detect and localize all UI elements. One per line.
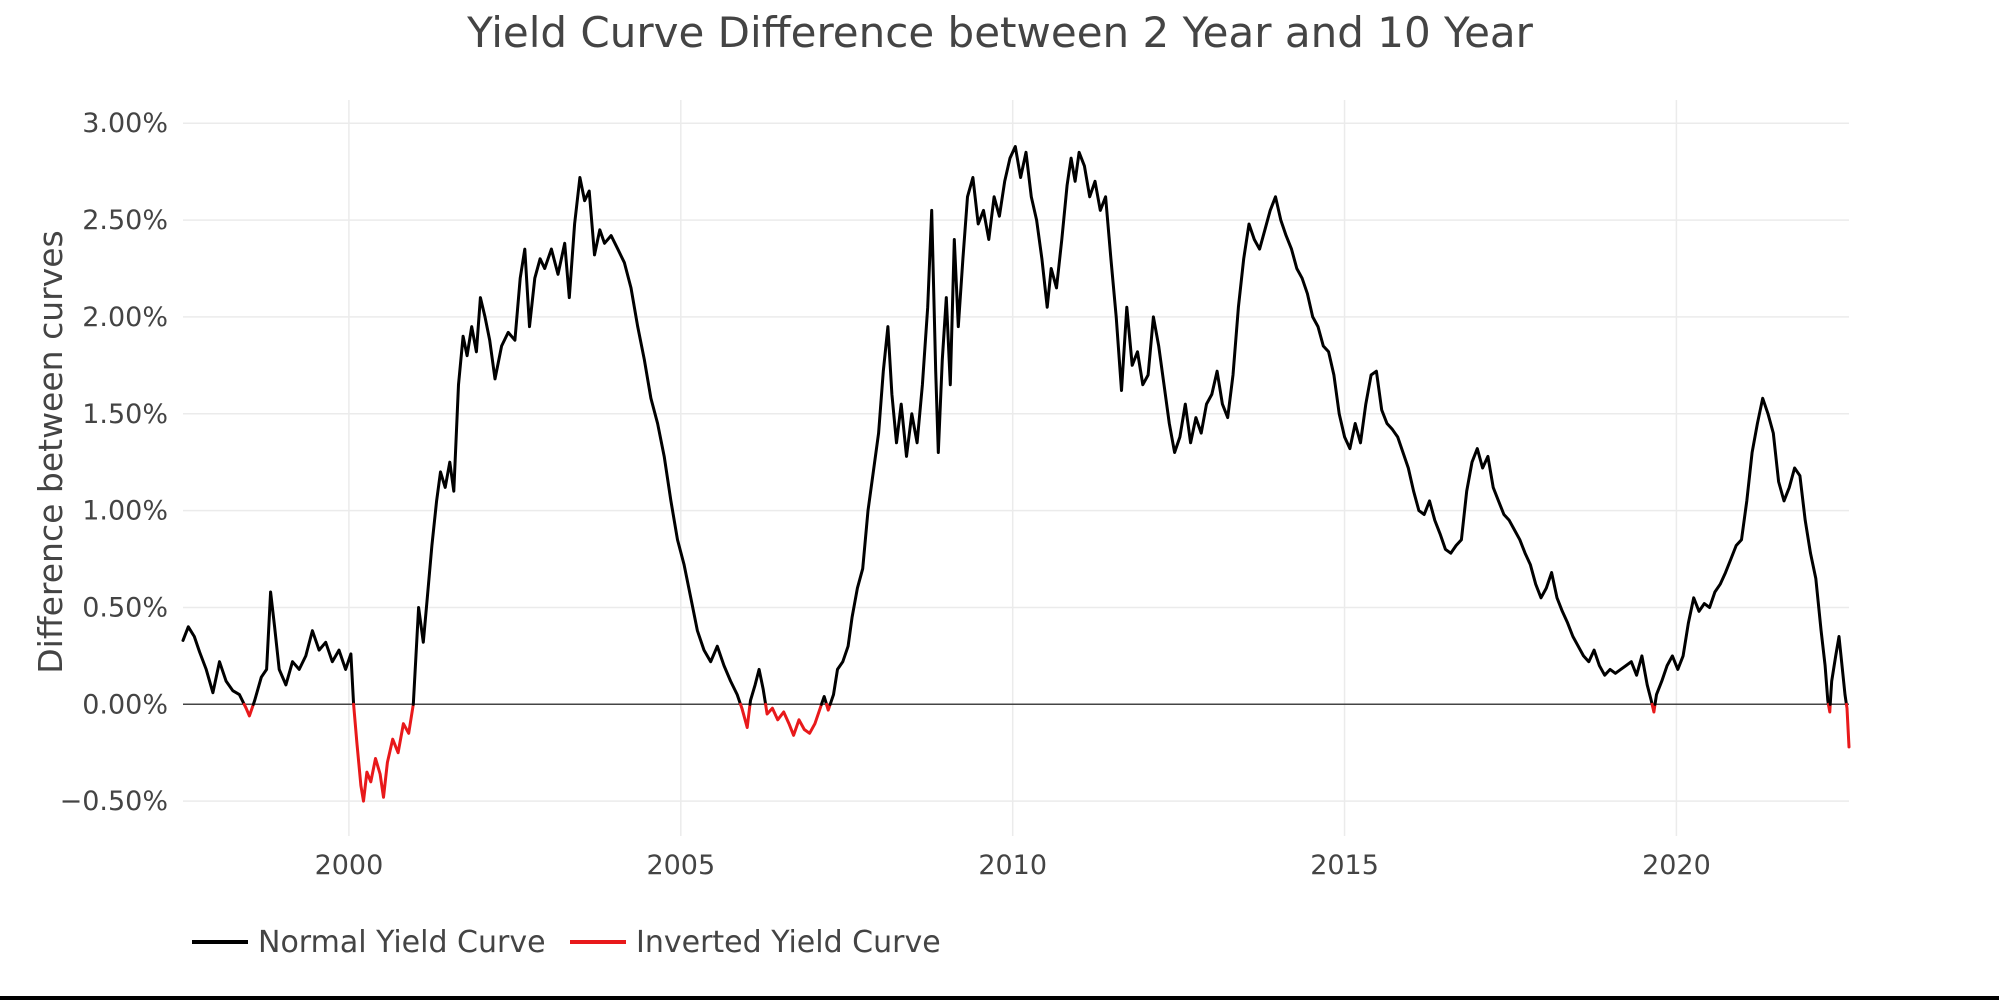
legend: Normal Yield Curve Inverted Yield Curve	[192, 925, 941, 960]
y-tick-label: 2.00%	[82, 302, 168, 333]
x-tick-label: 2000	[315, 850, 384, 881]
normal-curve-segment	[251, 590, 356, 706]
y-tick-label: 1.00%	[82, 496, 168, 527]
inverted-curve-segment	[1650, 702, 1657, 714]
normal-curve-segment	[820, 695, 828, 706]
x-tick-label: 2020	[1642, 850, 1711, 881]
legend-entry-inverted[interactable]: Inverted Yield Curve	[570, 925, 941, 960]
x-axis-ticks: 2000 2005 2010 2015 2020	[315, 850, 1711, 881]
inverted-curve-segment	[1844, 702, 1851, 749]
x-tick-label: 2015	[1310, 850, 1379, 881]
inverted-curve-segment	[764, 702, 823, 737]
normal-curve-segment	[181, 625, 246, 706]
gridlines	[183, 100, 1849, 836]
normal-curve-segment	[1653, 396, 1830, 706]
y-axis-label: Difference between curves	[31, 230, 70, 673]
inverted-curve-segment	[825, 702, 832, 712]
inverted-curve-segment	[739, 702, 752, 729]
normal-curve-segment	[748, 667, 768, 706]
inverted-curve-segment	[1826, 702, 1832, 714]
legend-label-inverted: Inverted Yield Curve	[636, 925, 941, 960]
y-tick-label: 1.50%	[82, 399, 168, 430]
normal-curve-segment	[1828, 635, 1848, 706]
x-tick-label: 2010	[978, 850, 1047, 881]
inverted-curve-segment	[242, 702, 255, 718]
y-tick-label: 2.50%	[82, 205, 168, 236]
chart-title: Yield Curve Difference between 2 Year an…	[466, 8, 1534, 57]
bottom-border	[0, 996, 1999, 1000]
y-axis-ticks: 3.00% 2.50% 2.00% 1.50% 1.00% 0.50% 0.00% −0.50…	[60, 108, 168, 817]
inverted-curve-segment	[352, 702, 415, 803]
normal-curve-segment	[828, 145, 1654, 706]
y-tick-label: 0.50%	[82, 592, 168, 623]
y-tick-label: 3.00%	[82, 108, 168, 139]
y-tick-label: −0.50%	[60, 786, 168, 817]
y-tick-label: 0.00%	[82, 689, 168, 720]
yield-series	[181, 145, 1851, 803]
legend-entry-normal[interactable]: Normal Yield Curve	[192, 925, 546, 960]
x-tick-label: 2005	[646, 850, 715, 881]
legend-label-normal: Normal Yield Curve	[258, 925, 546, 960]
normal-curve-segment	[411, 176, 742, 706]
